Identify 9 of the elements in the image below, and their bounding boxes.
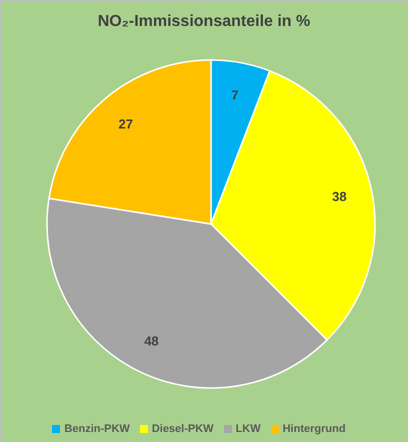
data-label: 27	[118, 116, 134, 132]
legend-label: Hintergrund	[282, 423, 346, 435]
chart-title: NO₂-Immissionsanteile in %	[96, 13, 312, 31]
data-label: 7	[231, 87, 239, 102]
legend-label: Benzin-PKW	[64, 423, 130, 435]
legend-label: LKW	[236, 423, 261, 435]
data-label: 48	[144, 333, 159, 348]
data-label: 38	[332, 189, 347, 204]
legend-label: Diesel-PKW	[152, 423, 214, 435]
